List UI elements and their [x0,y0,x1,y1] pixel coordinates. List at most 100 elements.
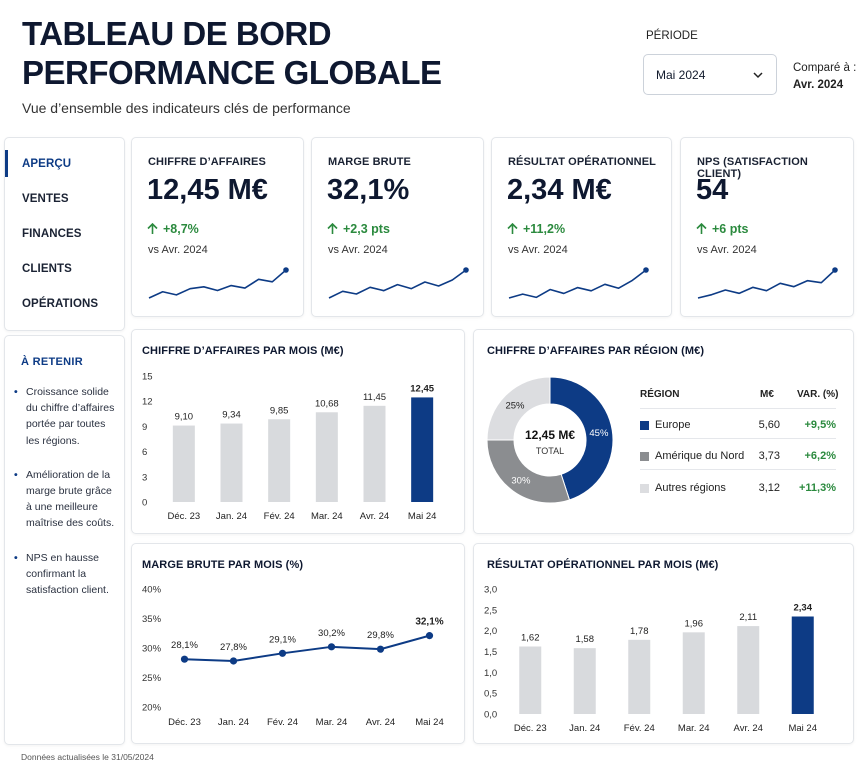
bar [220,423,243,502]
bar [737,626,760,714]
bar [411,397,434,502]
sparkline-path [508,269,647,299]
legend-divider [640,438,836,439]
series-line [184,634,430,662]
x-tick-label: Mar. 24 [678,723,710,734]
data-point [278,649,287,657]
retain-item: Croissance solide du chiffre d’affaires … [14,384,118,449]
compare-label: Comparé à : [793,62,857,74]
chart-title: RÉSULTAT OPÉRATIONNEL PAR MOIS (M€) [487,559,719,571]
x-tick-label: Mar. 24 [311,511,343,522]
page-subtitle: Vue d’ensemble des indicateurs clés de p… [22,100,351,116]
sidebar-item-clients[interactable]: CLIENTS [22,263,72,275]
legend-col-value: M€ [760,389,774,400]
x-tick-label: Mai 24 [788,723,817,734]
donut-center-label: TOTAL [536,446,564,456]
x-tick-label: Déc. 23 [167,511,200,522]
legend-divider [640,408,836,409]
x-tick-label: Jan. 24 [218,717,249,728]
legend-var: +11,3% [798,482,836,494]
legend-var: +9,5% [804,419,837,431]
bar-value-label: 1,58 [576,634,595,645]
kpi-delta-value: +6 pts [712,222,749,236]
arrow-up-icon [507,223,518,234]
footer-update-note: Données actualisées le 31/05/2024 [21,752,154,762]
arrow-up-icon [696,223,707,234]
kpi-card-revenue[interactable]: CHIFFRE D’AFFAIRES 12,45 M€ +8,7% vs Avr… [131,137,304,317]
chart-title: CHIFFRE D’AFFAIRES PAR RÉGION (M€) [487,345,705,357]
legend-name: Amérique du Nord [655,450,745,462]
kpi-card-margin[interactable]: MARGE BRUTE 32,1% +2,3 pts vs Avr. 2024 [311,137,484,317]
x-tick-label: Avr. 24 [360,511,389,522]
data-label: 29,8% [367,630,394,641]
slice-label: 25% [505,400,525,411]
legend-name: Autres régions [655,482,726,494]
revenue-by-month-card: CHIFFRE D’AFFAIRES PAR MOIS (M€) 0 3 6 9 12 1… [131,329,465,534]
x-tick-label: Fév. 24 [624,723,655,734]
kpi-card-nps[interactable]: NPS (SATISFACTION CLIENT) 54 +6 pts vs A… [680,137,854,317]
y-tick-label: 0 [142,498,147,509]
operating-result-bar-chart: 0,0 0,5 1,0 1,5 2,0 2,5 3,0 1,62 Déc. 23 1,58 Jan.… [484,585,817,735]
data-label: 29,1% [269,634,296,645]
y-tick-label: 2,5 [484,605,497,616]
kpi-value: 32,1% [327,174,410,206]
x-tick-label: Jan. 24 [216,511,247,522]
legend-swatch [640,484,649,493]
sparkline-end-point [463,267,469,273]
retain-item: NPS en hausse confirmant la satisfaction… [14,550,118,599]
sparkline-path [148,269,287,299]
y-tick-label: 9 [142,422,147,433]
x-tick-label: Mar. 24 [316,717,348,728]
retain-item: Amélioration de la marge brute grâce à u… [14,467,118,532]
legend-value: 5,60 [758,419,780,431]
y-tick-label: 15 [142,372,153,383]
bar-value-label: 1,96 [685,618,704,629]
slice-label: 30% [511,476,531,487]
x-tick-label: Avr. 24 [366,717,395,728]
legend-value: 3,73 [758,450,780,462]
sidebar-item-operations[interactable]: OPÉRATIONS [22,298,99,310]
data-label: 27,8% [220,642,247,653]
x-tick-label: Avr. 24 [734,723,763,734]
bar [573,648,596,714]
sidebar-nav [4,137,125,331]
y-tick-label: 25% [142,673,162,684]
bar-value-label: 11,45 [363,392,386,403]
y-tick-label: 20% [142,703,162,714]
sidebar-item-ventes[interactable]: VENTES [22,193,69,205]
sparkline-end-point [832,267,838,273]
legend-col-region: RÉGION [640,389,680,400]
kpi-delta-value: +11,2% [523,222,566,236]
compare-value: Avr. 2024 [793,79,844,91]
page-title: TABLEAU DE BORD PERFORMANCE GLOBALE [22,14,442,92]
kpi-card-operating-result[interactable]: RÉSULTAT OPÉRATIONNEL 2,34 M€ +11,2% vs … [491,137,672,317]
bar [519,646,542,714]
donut-slice [549,376,614,501]
kpi-delta-value: +2,3 pts [343,222,390,236]
legend-name: Europe [655,419,691,431]
kpi-comparison: vs Avr. 2024 [508,244,568,256]
x-tick-label: Mai 24 [415,717,444,728]
kpi-delta: +2,3 pts [327,222,390,236]
kpi-sparkline [148,267,289,299]
data-point [425,632,434,640]
page-title-line1: TABLEAU DE BORD [22,15,332,52]
legend-row: Autres régions 3,12 +11,3% [640,482,836,496]
sidebar-item-apercu[interactable]: APERÇU [22,158,72,170]
legend-divider [640,469,836,470]
y-tick-label: 3,0 [484,585,497,596]
period-select[interactable]: Mai 2024 [643,54,777,95]
operating-result-card: RÉSULTAT OPÉRATIONNEL PAR MOIS (M€) 0,0 0… [473,543,854,744]
margin-line-chart: 20% 25% 30% 35% 40% 28,1% Déc. 23 27,8% Jan. 24 2… [142,585,444,729]
bar-value-label: 10,68 [315,398,339,409]
sidebar-item-finances[interactable]: FINANCES [22,228,82,240]
arrow-up-icon [327,223,338,234]
region-donut-chart: 45% 30% 25% 12,45 M€ TOTAL [486,376,614,504]
donut-center-value: 12,45 M€ [525,428,575,442]
kpi-sparkline [697,267,838,299]
sparkline-path [697,269,836,299]
legend-row: Europe 5,60 +9,5% [640,419,836,433]
legend-swatch [640,421,649,430]
donut-slice [486,376,551,441]
period-select-value: Mai 2024 [656,67,706,82]
